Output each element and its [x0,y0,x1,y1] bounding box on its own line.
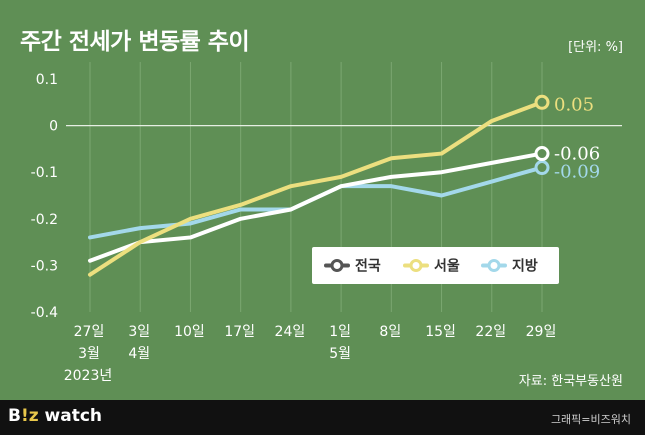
legend-label: 전국 [355,258,381,275]
x-year-label: 2023년 [64,368,113,384]
logo-suffix: watch [38,406,103,426]
x-month-label: 4월 [128,346,150,362]
x-tick-label: 1일 [329,324,351,340]
chart-title: 주간 전세가 변동률 추이 [20,29,250,55]
legend-label: 서울 [434,258,460,275]
x-tick-label: 22일 [475,324,506,340]
y-axis: 0.1 0 -0.1 -0.2 -0.3 -0.4 [31,72,58,321]
end-value-label: -0.09 [554,162,600,183]
legend-swatch-marker [330,259,344,272]
x-tick-label: 15일 [425,324,456,340]
series-end-marker-0 [534,146,550,162]
y-tick-label: -0.4 [31,305,58,321]
series-end-marker-1 [534,94,550,110]
series-line-2 [88,165,544,240]
y-tick-label: 0.1 [36,72,58,88]
series-line-0 [88,151,544,263]
x-tick-label: 10일 [174,324,205,340]
series-line-1 [88,100,544,277]
y-tick-label: -0.3 [31,258,58,274]
source-note: 자료: 한국부동산원 [518,374,623,389]
end-value-label: 0.05 [554,94,594,115]
x-axis: 27일 3월 3일 4월 10일 17일 24일 1일 5월 8일 15일 22일 29일 2023년 [64,324,557,384]
bizwatch-logo: B!z watch [8,406,102,426]
legend-swatch-marker [487,259,501,272]
legend-label: 지방 [512,258,538,275]
x-tick-label: 24일 [275,324,306,340]
series-layer: -0.06 0.05 -0.09 [88,94,600,277]
logo-z: !z [20,406,39,426]
unit-label: [단위: %] [568,40,623,55]
x-month-label: 5월 [329,346,351,362]
footer-bar: B!z watch 그래픽=비즈워치 [0,400,645,435]
end-value-label: -0.06 [554,144,600,165]
x-month-label: 3월 [78,346,100,362]
legend-box [312,247,559,284]
y-tick-label: -0.2 [31,212,58,228]
y-tick-label: -0.1 [31,165,58,181]
x-tick-label: 8일 [379,324,401,340]
x-tick-label: 17일 [224,324,255,340]
legend: 전국 서울 지방 [312,247,559,284]
graphic-credit: 그래픽=비즈워치 [550,413,631,426]
x-tick-label: 27일 [74,324,105,340]
line-chart: 0.1 0 -0.1 -0.2 -0.3 -0.4 27일 3월 3일 4월 10일 17일 24일 1… [31,62,622,384]
legend-swatch-marker [409,259,423,272]
logo-prefix: B [8,406,21,426]
x-tick-label: 29일 [526,324,557,340]
series-end-marker-2 [534,160,550,176]
x-tick-label: 3일 [128,324,150,340]
y-tick-label: 0 [49,119,58,135]
